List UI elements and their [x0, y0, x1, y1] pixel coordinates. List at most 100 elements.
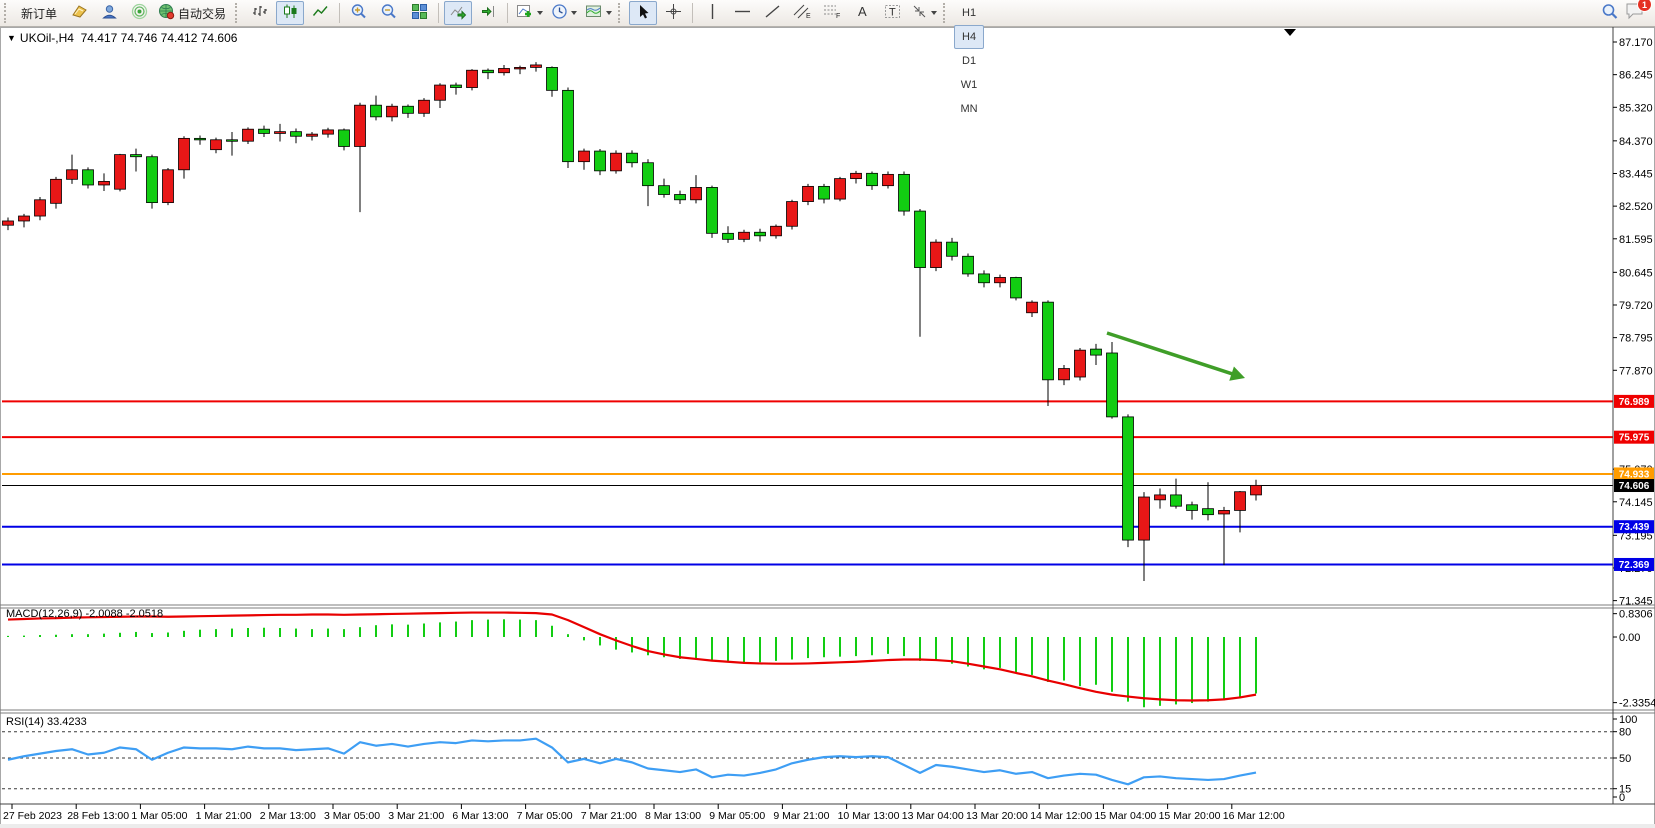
candle-body — [1234, 491, 1246, 511]
trendline-icon — [764, 3, 781, 23]
text-label-button[interactable]: T — [878, 1, 906, 25]
indicators-button[interactable] — [513, 1, 546, 25]
periods-clock-icon — [551, 3, 568, 23]
scroll-position-marker[interactable] — [1284, 29, 1296, 36]
price-label: 78.795 — [1619, 333, 1653, 345]
tile-windows-button[interactable] — [405, 1, 433, 25]
horizontal-line-button[interactable] — [728, 1, 756, 25]
chart-shift-button[interactable] — [474, 1, 502, 25]
trendline-button[interactable] — [758, 1, 786, 25]
macd-axis-label: 0.00 — [1619, 632, 1640, 644]
line-chart-icon — [312, 3, 329, 23]
autotrading-label: 自动交易 — [178, 6, 227, 21]
current-price-badge[interactable] — [1614, 479, 1654, 493]
arrows-icon — [911, 3, 928, 23]
autotrading-button[interactable]: 自动交易 — [155, 1, 232, 25]
toolbar-right-icons: 1 — [1595, 0, 1653, 25]
macd-signal-line — [7, 611, 1257, 702]
timeframe-d1[interactable]: D1 — [962, 55, 977, 67]
candle-body — [498, 68, 510, 74]
trend-arrow-head[interactable] — [1229, 366, 1245, 381]
horizontal-line-icon — [734, 5, 751, 21]
candle-body — [642, 162, 654, 187]
candlestick-chart-button[interactable] — [276, 1, 305, 25]
new-order-button[interactable]: 新订单 — [15, 1, 63, 25]
candle-body — [1010, 277, 1022, 299]
rsi-axis-label: 80 — [1619, 727, 1631, 739]
price-label: 86.245 — [1619, 70, 1653, 82]
fibonacci-icon: F — [823, 3, 842, 23]
toolbar-grip — [4, 3, 10, 23]
candle-body — [258, 128, 270, 134]
timeframe-w1[interactable]: W1 — [960, 79, 978, 91]
candle-body — [754, 231, 766, 237]
level-price-badge-label: 74.933 — [1619, 469, 1650, 480]
timeframe-h1[interactable]: H1 — [962, 7, 977, 19]
candle-body — [530, 64, 542, 68]
candle-body — [338, 129, 350, 147]
zoom-in-button[interactable] — [345, 1, 373, 25]
candle-body — [706, 187, 718, 234]
level-price-badge-label: 73.439 — [1619, 522, 1650, 533]
level-price-badge-label: 76.989 — [1619, 397, 1650, 408]
candle-body — [50, 178, 62, 204]
timeframe-mn[interactable]: MN — [960, 103, 978, 115]
signals-button[interactable] — [125, 1, 153, 25]
cursor-icon — [636, 4, 651, 23]
timeframe-group: M1M5M15M30H1H4D1W1MN — [953, 0, 985, 121]
auto-scroll-button[interactable] — [444, 1, 473, 25]
indicators-icon — [516, 3, 534, 23]
candle-body — [274, 131, 286, 134]
signals-icon — [131, 3, 148, 23]
candle-body — [994, 277, 1006, 284]
candle-body — [770, 225, 782, 237]
candle-body — [82, 169, 94, 186]
profiles-button[interactable] — [65, 1, 93, 25]
notifications-button[interactable]: 1 — [1625, 0, 1652, 25]
time-label: 16 Mar 12:00 — [1223, 810, 1285, 822]
crosshair-button[interactable] — [659, 1, 687, 25]
rsi-axis-label: 100 — [1619, 714, 1637, 726]
equidistant-channel-button[interactable]: E — [788, 1, 816, 25]
level-price-badge[interactable] — [1614, 430, 1654, 444]
search-button[interactable] — [1596, 1, 1624, 25]
time-label: 15 Mar 04:00 — [1094, 810, 1156, 822]
text-button[interactable]: A — [848, 1, 876, 25]
level-price-badge[interactable] — [1614, 394, 1654, 408]
rsi-axis-label: 15 — [1619, 784, 1631, 796]
support-person-icon — [101, 3, 118, 23]
fibonacci-button[interactable]: F — [818, 1, 846, 25]
timeframe-h4[interactable]: H4 — [954, 25, 985, 49]
chart-title[interactable]: ▼ UKOil-,H4 74.417 74.746 74.412 74.606 — [7, 31, 237, 45]
level-price-badge[interactable] — [1614, 520, 1654, 534]
templates-icon — [585, 3, 603, 23]
candle-body — [786, 201, 798, 227]
price-label: 80.645 — [1619, 267, 1653, 279]
time-label: 1 Mar 05:00 — [131, 810, 187, 822]
candle-body — [738, 231, 750, 240]
time-label: 7 Mar 05:00 — [517, 810, 573, 822]
arrows-button[interactable] — [908, 1, 940, 25]
macd-axis-label: 0.8306 — [1619, 609, 1653, 621]
candle-body — [370, 104, 382, 118]
templates-dropdown-caret — [606, 11, 613, 15]
templates-button[interactable] — [582, 1, 615, 25]
candle-body — [34, 199, 46, 217]
trend-arrow-line[interactable] — [1106, 331, 1237, 377]
vertical-line-button[interactable] — [698, 1, 726, 25]
support-button[interactable] — [95, 1, 123, 25]
time-label: 10 Mar 13:00 — [838, 810, 900, 822]
zoom-out-button[interactable] — [375, 1, 403, 25]
bar-chart-button[interactable] — [246, 1, 274, 25]
chart-menu-arrow-icon[interactable]: ▼ — [7, 33, 16, 43]
level-price-badge[interactable] — [1614, 557, 1654, 571]
periods-button[interactable] — [548, 1, 580, 25]
line-chart-button[interactable] — [306, 1, 334, 25]
price-label: 81.595 — [1619, 234, 1653, 246]
cursor-button[interactable] — [629, 1, 658, 25]
candle-body — [578, 150, 590, 163]
macd-axis-label: -2.3354 — [1619, 698, 1655, 710]
price-label: 85.320 — [1619, 102, 1653, 114]
level-price-badge[interactable] — [1614, 467, 1654, 481]
